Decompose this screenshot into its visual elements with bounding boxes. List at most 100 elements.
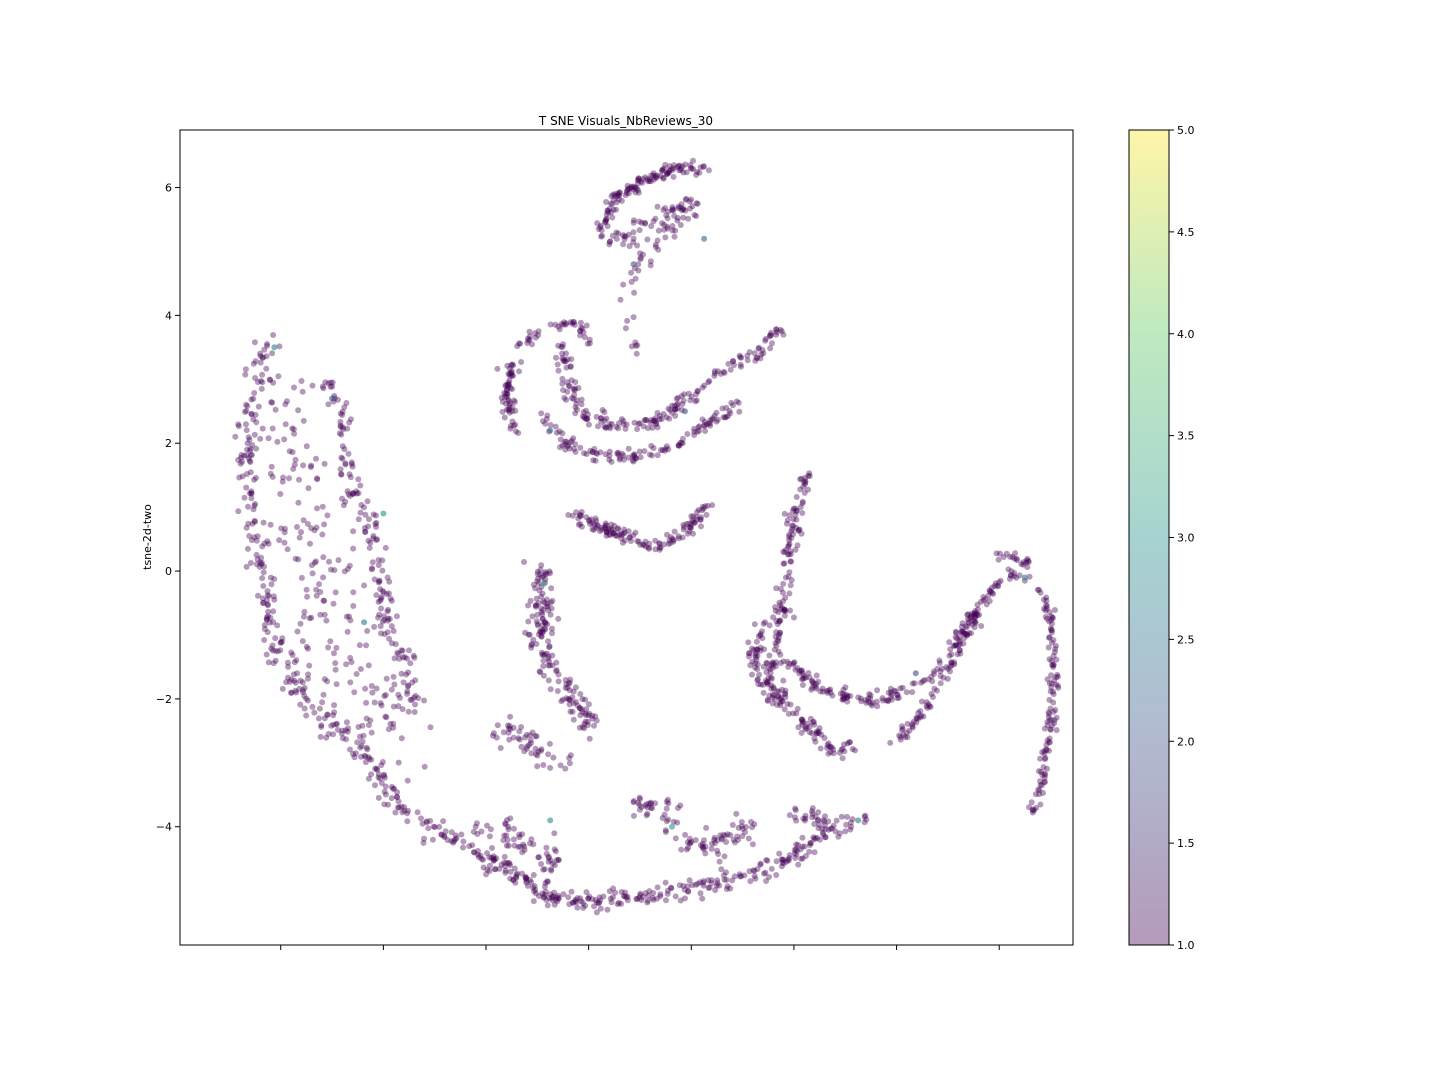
scatter-point	[301, 705, 308, 712]
scatter-point	[692, 519, 698, 526]
scatter-point	[541, 891, 548, 898]
scatter-point	[869, 699, 876, 706]
scatter-point	[548, 866, 555, 873]
scatter-point	[294, 628, 301, 635]
scatter-point	[514, 343, 521, 350]
scatter-point	[313, 524, 320, 531]
scatter-point	[544, 902, 551, 909]
scatter-point	[788, 528, 795, 535]
scatter-point	[636, 801, 643, 808]
scatter-point	[486, 868, 493, 874]
scatter-point	[378, 594, 385, 601]
scatter-point	[317, 611, 324, 618]
scatter-point	[499, 408, 506, 415]
scatter-point	[1000, 554, 1007, 560]
scatter-point	[609, 232, 616, 239]
scatter-point	[405, 708, 412, 715]
scatter-point	[362, 529, 369, 535]
scatter-point	[534, 763, 541, 770]
scatter-point	[714, 416, 721, 423]
scatter-point	[1051, 717, 1058, 724]
scatter-point	[808, 686, 815, 693]
scatter-point	[375, 794, 382, 801]
scatter-point	[654, 895, 660, 902]
scatter-point	[584, 718, 591, 725]
scatter-point	[388, 640, 395, 647]
scatter-point	[501, 394, 508, 400]
scatter-point	[537, 566, 544, 573]
scatter-point	[920, 713, 927, 720]
scatter-point	[567, 708, 574, 715]
scatter-point	[768, 865, 775, 872]
scatter-point	[1026, 573, 1033, 580]
scatter-point	[672, 835, 679, 842]
scatter-point	[799, 834, 806, 841]
scatter-point	[693, 200, 700, 207]
scatter-point	[509, 404, 516, 411]
scatter-point	[261, 540, 268, 547]
scatter-point	[515, 735, 522, 742]
scatter-point	[772, 633, 779, 640]
scatter-point	[643, 801, 650, 808]
scatter-point	[811, 821, 818, 827]
scatter-point	[253, 537, 260, 544]
scatter-point	[608, 526, 615, 533]
scatter-point	[382, 713, 389, 720]
scatter-point	[676, 442, 683, 449]
scatter-point	[265, 608, 272, 615]
scatter-point	[784, 658, 791, 665]
scatter-point	[369, 565, 376, 572]
scatter-point	[603, 211, 610, 218]
scatter-point	[232, 433, 239, 440]
scatter-point	[509, 372, 516, 379]
scatter-point	[648, 172, 655, 179]
scatter-point	[799, 717, 806, 724]
scatter-point	[669, 227, 676, 234]
scatter-point	[671, 402, 678, 409]
scatter-point	[590, 457, 597, 464]
scatter-point	[409, 679, 416, 686]
scatter-point	[252, 358, 259, 365]
scatter-point	[637, 250, 643, 257]
scatter-point	[551, 901, 558, 908]
scatter-point	[235, 421, 242, 428]
scatter-point	[798, 530, 805, 537]
scatter-point	[621, 233, 628, 240]
scatter-point	[666, 167, 673, 174]
scatter-point	[840, 686, 847, 693]
scatter-point	[365, 516, 372, 523]
scatter-point	[1043, 597, 1050, 604]
scatter-point	[532, 733, 539, 740]
scatter-point	[373, 537, 380, 543]
scatter-point	[645, 544, 652, 551]
scatter-point	[692, 837, 699, 844]
scatter-point	[636, 806, 643, 813]
scatter-point	[646, 178, 653, 185]
scatter-point	[786, 855, 793, 862]
scatter-point	[526, 732, 533, 739]
scatter-point	[822, 822, 829, 829]
scatter-point	[382, 544, 389, 551]
scatter-point	[780, 677, 787, 684]
scatter-point	[768, 682, 775, 689]
scatter-point	[688, 838, 695, 845]
scatter-point	[595, 226, 602, 232]
scatter-point	[767, 674, 774, 681]
scatter-point	[509, 408, 516, 415]
scatter-point	[603, 529, 610, 536]
scatter-point	[558, 698, 565, 705]
scatter-point	[535, 854, 542, 861]
scatter-point	[486, 833, 493, 840]
scatter-point	[635, 261, 642, 268]
scatter-point	[723, 414, 729, 421]
scatter-point	[736, 871, 743, 878]
scatter-point	[532, 603, 539, 610]
scatter-point	[691, 428, 698, 435]
scatter-point	[769, 691, 776, 698]
scatter-point	[311, 709, 318, 716]
scatter-point	[547, 321, 554, 328]
scatter-point	[777, 660, 784, 666]
scatter-point	[713, 409, 720, 416]
scatter-point	[626, 243, 633, 250]
